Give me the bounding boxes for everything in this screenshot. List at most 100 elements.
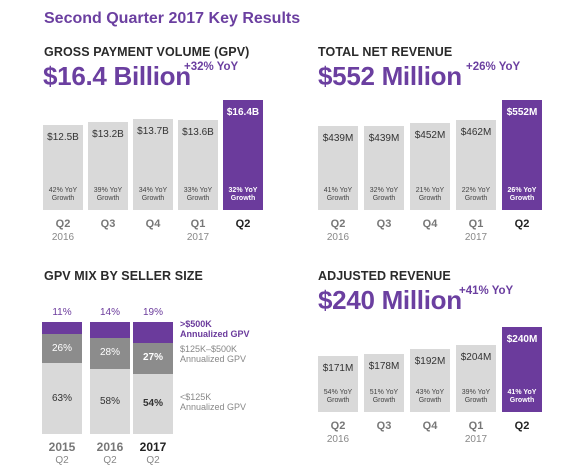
mix-stack-segment (133, 343, 173, 374)
gpv-bar-growth-label: 32% YoY Growth (228, 187, 258, 202)
mix-segment-label: 11% (52, 307, 72, 318)
mix-segment-label: 63% (51, 392, 72, 404)
adjusted-x-tick-label: Q2 (330, 420, 346, 432)
adjusted-panel-title: ADJUSTED REVENUE (318, 269, 451, 283)
revenue-x-tick-label: Q2 (330, 218, 346, 230)
gpv-x-tick-label: Q2 (55, 218, 71, 230)
adjusted-bar-value-label: $171M (322, 363, 354, 374)
adjusted-bar-value-label: $204M (460, 352, 492, 363)
adjusted-bar-growth-label: 43% YoY Growth (415, 389, 445, 404)
gpv-x-tick-label: Q4 (145, 218, 161, 230)
gpv-x-tick-label: Q3 (100, 218, 116, 230)
revenue-x-tick-label: Q1 (468, 218, 484, 230)
revenue-bar-growth-label: 21% YoY Growth (415, 186, 445, 202)
mix-stack-segment (133, 373, 173, 434)
mix-x-tick-label: 2017 (139, 440, 167, 454)
gpv-bar-growth-label: 42% YoY Growth (48, 187, 78, 202)
mix-segment-label: 26% (51, 342, 72, 354)
revenue-bar-value-label: $439M (322, 133, 354, 144)
adjusted-bar-growth-label: 39% YoY Growth (461, 389, 491, 404)
revenue-bar-growth-label: 22% YoY Growth (461, 187, 491, 202)
gpv-x-year-label: 2017 (186, 232, 210, 243)
adjusted-bar-value-label: $178M (368, 360, 400, 372)
gpv-x-year-label: 2016 (51, 232, 75, 243)
adjusted-x-tick-label: Q1 (468, 420, 484, 432)
revenue-bar: $439M 32% YoY Growth (364, 126, 404, 210)
mix-segment-label: 54% (142, 397, 163, 409)
gpv-bar: $16.4B 32% YoY Growth (223, 100, 263, 210)
mix-segment-label: 19% (142, 307, 163, 318)
adjusted-x-tick-label: Q2 (514, 420, 530, 432)
mix-stack-segment (42, 363, 82, 434)
mix-x-sub-label: Q2 (55, 455, 69, 466)
revenue-big-value: $552 Million (318, 61, 462, 91)
mix-legend-entry: $125K–$500K Annualized GPV (180, 344, 247, 364)
gpv-bar-value-label: $13.7B (137, 126, 169, 137)
revenue-panel-title: TOTAL NET REVENUE (318, 45, 453, 59)
revenue-bar-value-label: $439M (368, 133, 400, 144)
adjusted-bar-value-label: $240M (506, 334, 538, 345)
mix-legend-entry: >$500K Annualized GPV (180, 319, 250, 339)
gpv-panel-title: GROSS PAYMENT VOLUME (GPV) (44, 45, 250, 59)
mix-stack-segment (90, 337, 130, 370)
revenue-x-year-label: 2016 (326, 232, 350, 243)
revenue-bar: $452M 21% YoY Growth (410, 122, 450, 210)
mix-x-tick-label: 2016 (96, 440, 124, 454)
mix-stack-segment (42, 334, 82, 364)
revenue-x-tick-label: Q4 (422, 218, 438, 230)
gpv-bar-growth-label: 33% YoY Growth (183, 187, 213, 202)
adjusted-yoy-badge: +41% YoY (459, 285, 514, 297)
mix-stack-segment (42, 322, 82, 335)
mix-stack-segment (90, 369, 130, 434)
revenue-bar-growth-label: 26% YoY Growth (507, 187, 537, 202)
mix-stack-segment (90, 322, 130, 338)
revenue-bar: $462M 22% YoY Growth (456, 120, 496, 210)
revenue-bar-value-label: $462M (460, 127, 492, 138)
adjusted-bar-value-label: $192M (414, 356, 446, 367)
gpv-bar: $13.6B 33% YoY Growth (178, 119, 218, 210)
adjusted-x-tick-label: Q4 (422, 420, 438, 432)
gpv-bar-value-label: $13.2B (92, 128, 124, 140)
adjusted-x-year-label: 2017 (464, 434, 488, 445)
gpv-bar-value-label: $16.4B (226, 107, 260, 118)
revenue-bar-growth-label: 41% YoY Growth (323, 187, 353, 202)
adjusted-big-value: $240 Million (318, 285, 462, 315)
adjusted-bar: $192M 43% YoY Growth (410, 349, 450, 412)
revenue-bar-value-label: $452M (414, 129, 446, 141)
gpv-bar-growth-label: 39% YoY Growth (93, 187, 123, 202)
adjusted-bar: $171M 54% YoY Growth (318, 356, 358, 412)
revenue-bar: $439M 41% YoY Growth (318, 126, 358, 210)
revenue-bar-value-label: $552M (506, 107, 538, 118)
gpv-bar: $13.7B 34% YoY Growth (133, 119, 173, 210)
page-title: Second Quarter 2017 Key Results (44, 10, 301, 27)
adjusted-x-tick-label: Q3 (376, 420, 392, 432)
mix-x-tick-label: 2015 (48, 440, 76, 454)
adjusted-bar: $240M 41% YoY Growth (502, 327, 542, 412)
revenue-bar: $552M 26% YoY Growth (502, 100, 542, 210)
gpv-bar: $12.5B 42% YoY Growth (43, 125, 83, 210)
adjusted-bar-growth-label: 51% YoY Growth (369, 388, 399, 404)
revenue-yoy-badge: +26% YoY (466, 61, 521, 73)
mix-segment-label: 14% (99, 307, 120, 318)
gpv-yoy-badge: +32% YoY (184, 61, 239, 73)
revenue-x-year-label: 2017 (464, 232, 488, 243)
gpv-x-tick-label: Q2 (235, 218, 251, 230)
revenue-x-tick-label: Q3 (376, 218, 392, 230)
gpv-bar-value-label: $13.6B (182, 126, 214, 138)
mix-segment-label: 27% (142, 352, 163, 364)
gpv-bar-growth-label: 34% YoY Growth (138, 187, 168, 202)
gpv-bar: $13.2B 39% YoY Growth (88, 121, 128, 210)
mix-segment-label: 28% (99, 347, 120, 359)
adjusted-bar: $204M 39% YoY Growth (456, 345, 496, 412)
adjusted-bar: $178M 51% YoY Growth (364, 353, 404, 412)
adjusted-x-year-label: 2016 (326, 434, 350, 445)
revenue-bar-growth-label: 32% YoY Growth (369, 187, 399, 202)
mix-x-sub-label: Q2 (146, 455, 160, 466)
mix-stack-segment (133, 322, 173, 344)
adjusted-bar-growth-label: 41% YoY Growth (507, 389, 537, 404)
revenue-x-tick-label: Q2 (514, 218, 530, 230)
mix-segment-label: 58% (99, 395, 120, 407)
mix-x-sub-label: Q2 (103, 455, 117, 466)
mix-legend-entry: <$125K Annualized GPV (180, 392, 247, 412)
gpv-x-tick-label: Q1 (190, 218, 206, 230)
